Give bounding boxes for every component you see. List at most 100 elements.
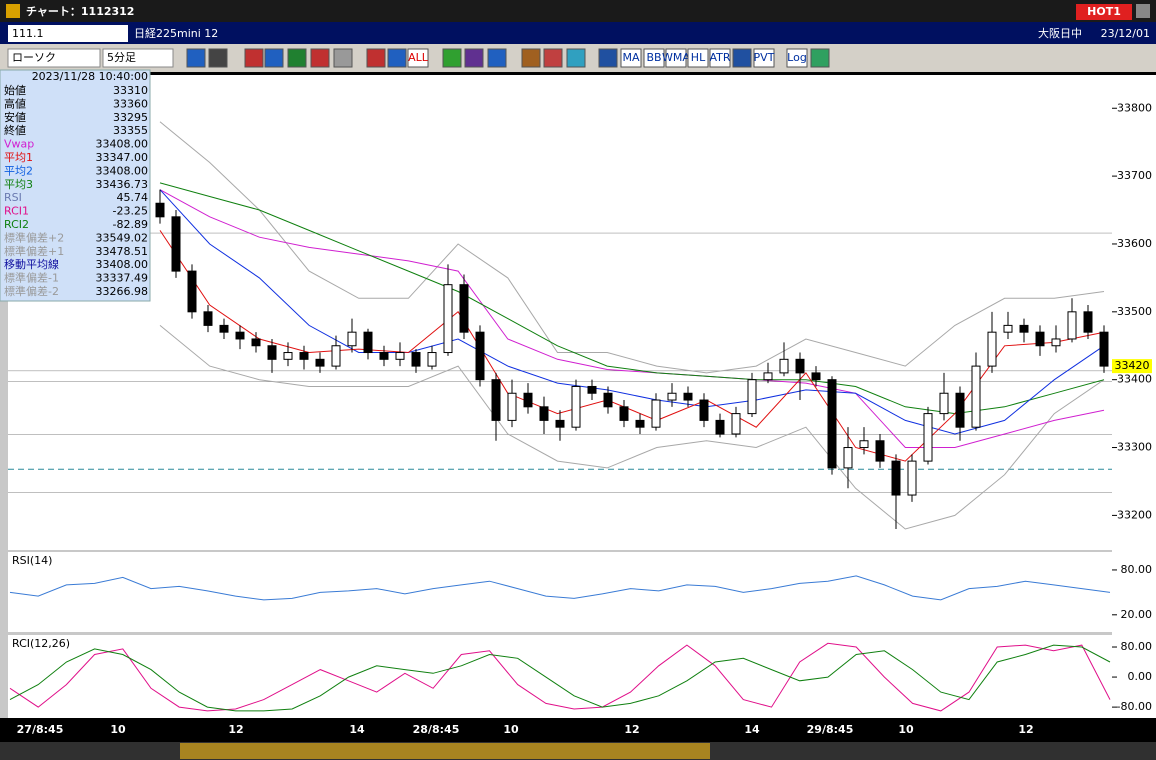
info-label: Vwap xyxy=(4,138,34,151)
tool-button-label: MA xyxy=(622,51,639,64)
tool-icon[interactable] xyxy=(333,48,353,68)
tool-icon[interactable] xyxy=(464,48,484,68)
x-tick-label: 28/8:45 xyxy=(413,723,460,736)
info-label: 移動平均線 xyxy=(4,257,59,271)
candle-body xyxy=(635,419,645,428)
x-tick-label: 10 xyxy=(110,723,126,736)
candle-body xyxy=(267,345,277,360)
indicator-line xyxy=(159,230,1105,462)
candle-body xyxy=(507,392,517,421)
tool-icon[interactable] xyxy=(366,48,386,68)
tool-icon[interactable] xyxy=(287,48,307,68)
x-tick-label: 29/8:45 xyxy=(807,723,854,736)
candle-body xyxy=(1035,331,1045,347)
candle-body xyxy=(187,270,197,313)
interval-select[interactable] xyxy=(102,48,174,68)
tool-icon[interactable] xyxy=(208,48,228,68)
tool-icon[interactable] xyxy=(442,48,462,68)
candle-body xyxy=(427,352,437,367)
pane-title: RSI(14) xyxy=(12,554,52,567)
candle-body xyxy=(795,358,805,374)
hot-badge-bg[interactable] xyxy=(1076,4,1132,20)
info-value: -23.25 xyxy=(113,205,148,218)
pane-title: RCI(12,26) xyxy=(12,637,70,650)
indicator-line xyxy=(159,121,1105,374)
candle-body xyxy=(651,399,661,428)
y-tick-label: 80.00 xyxy=(1121,563,1153,576)
candle-body xyxy=(555,419,565,428)
chart-type-select[interactable] xyxy=(7,48,101,68)
candle-body xyxy=(731,413,741,435)
x-tick-label: 14 xyxy=(349,723,365,736)
tool-icon[interactable] xyxy=(264,48,284,68)
chart-type: ローソク xyxy=(12,51,56,64)
tool-icon[interactable] xyxy=(543,48,563,68)
y-tick-label: 33400 xyxy=(1117,373,1152,386)
x-tick-label: 14 xyxy=(744,723,760,736)
tool-button[interactable] xyxy=(643,48,665,68)
info-label: 始値 xyxy=(4,83,26,97)
x-tick-label: 27/8:45 xyxy=(17,723,64,736)
tool-icon[interactable] xyxy=(387,48,407,68)
tool-button-label: ATR xyxy=(709,51,730,64)
candle-body xyxy=(827,379,837,469)
candle-body xyxy=(987,331,997,367)
tool-icon[interactable] xyxy=(487,48,507,68)
close-button[interactable] xyxy=(1136,4,1150,18)
tool-button[interactable] xyxy=(687,48,709,68)
tool-icon[interactable] xyxy=(732,48,752,68)
tool-button[interactable] xyxy=(620,48,642,68)
indicator-line xyxy=(159,189,1105,448)
tool-button-label: WMA xyxy=(662,51,690,64)
tool-icon[interactable] xyxy=(810,48,830,68)
candle-body xyxy=(603,392,613,408)
indicator-line xyxy=(159,325,1105,530)
candle-body xyxy=(155,202,165,218)
tool-button-label: BB xyxy=(646,51,661,64)
info-value: 33408.00 xyxy=(96,164,149,177)
candle-body xyxy=(619,406,629,421)
tool-icon[interactable] xyxy=(244,48,264,68)
tool-button[interactable] xyxy=(407,48,429,68)
tool-icon[interactable] xyxy=(521,48,541,68)
candle-body xyxy=(907,460,917,496)
info-label: 平均3 xyxy=(4,178,33,191)
tool-button[interactable] xyxy=(665,48,687,68)
info-value: 33310 xyxy=(113,84,148,97)
tool-icon[interactable] xyxy=(186,48,206,68)
tool-button-label: HL xyxy=(691,51,706,64)
info-label: 安値 xyxy=(4,110,26,124)
candle-body xyxy=(299,352,309,360)
tool-icon[interactable] xyxy=(566,48,586,68)
tool-icon[interactable] xyxy=(310,48,330,68)
hot-badge[interactable]: HOT1 xyxy=(1087,5,1121,18)
candle-body xyxy=(395,352,405,360)
info-panel xyxy=(0,69,151,302)
tool-button[interactable] xyxy=(786,48,808,68)
candle-body xyxy=(1099,331,1109,367)
candle-body xyxy=(491,379,501,421)
candle-body xyxy=(283,352,293,360)
info-label: 平均1 xyxy=(4,151,33,164)
info-value: 33355 xyxy=(113,124,148,137)
candle-body xyxy=(955,392,965,428)
session: 大阪日中 xyxy=(1038,26,1082,40)
window-title: チャート：1112312 xyxy=(26,5,134,18)
candle-body xyxy=(939,392,949,415)
scroll-thumb[interactable] xyxy=(180,743,710,759)
tool-button[interactable] xyxy=(709,48,731,68)
x-tick-label: 12 xyxy=(228,723,243,736)
code-input[interactable] xyxy=(8,25,128,42)
candle-body xyxy=(331,345,341,367)
candle-body xyxy=(475,331,485,381)
info-value: 33549.02 xyxy=(96,231,149,244)
y-tick-label: 33600 xyxy=(1117,237,1152,250)
info-label: 終値 xyxy=(4,123,26,137)
tool-icon[interactable] xyxy=(598,48,618,68)
candle-body xyxy=(779,358,789,374)
candle-body xyxy=(1051,338,1061,347)
candle-body xyxy=(843,447,853,469)
tool-button[interactable] xyxy=(753,48,775,68)
candle-body xyxy=(571,385,581,428)
